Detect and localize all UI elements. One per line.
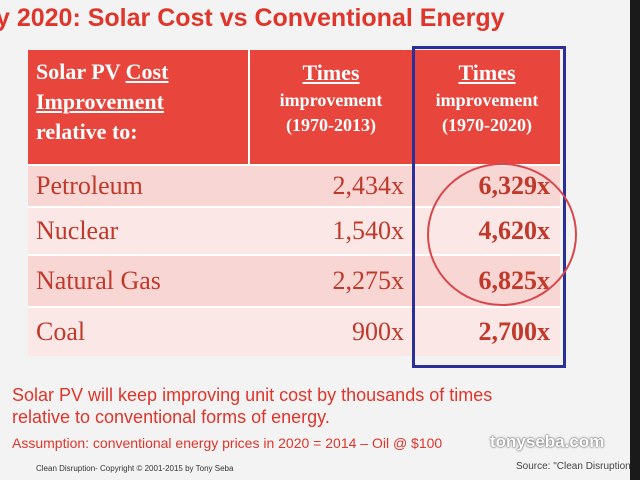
- watermark-text: tonyseba.com: [490, 432, 605, 451]
- row-source: Coal: [36, 317, 86, 346]
- row-value-2020: 2,700x: [478, 317, 551, 346]
- footer-copyright: Clean Disruption- Copyright © 2001-2015 …: [36, 464, 234, 473]
- row-value-2013: 2,434x: [332, 171, 405, 200]
- header-cell-category: Solar PV Cost Improvement relative to:: [28, 50, 250, 164]
- header-period-2020: (1970-2020): [442, 115, 532, 135]
- frame-edge: [630, 0, 640, 480]
- header-label-prefix: Solar PV: [36, 59, 126, 84]
- assumption-note: Assumption: conventional energy prices i…: [12, 435, 443, 451]
- row-value-2013: 2,275x: [332, 266, 405, 295]
- row-source: Nuclear: [36, 216, 119, 245]
- header-heading-2020: Times: [458, 60, 516, 85]
- comparison-table: Solar PV Cost Improvement relative to: T…: [28, 50, 560, 356]
- header-label-line3: relative to:: [36, 119, 138, 144]
- conclusion-note: Solar PV will keep improving unit cost b…: [12, 384, 640, 428]
- header-label-line2: Improvement: [36, 89, 164, 114]
- highlight-circle: [427, 163, 577, 306]
- slide-title: y 2020: Solar Cost vs Conventional Energ…: [0, 4, 505, 32]
- header-period-2013: (1970-2013): [286, 115, 376, 135]
- header-subline-2013: improvement: [279, 90, 383, 110]
- row-source: Petroleum: [36, 171, 143, 200]
- header-cell-2013: Times improvement (1970-2013): [250, 50, 414, 164]
- row-value-2013: 900x: [352, 317, 404, 346]
- row-value-2013: 1,540x: [332, 216, 405, 245]
- header-label-underlined: Cost: [125, 59, 169, 84]
- header-subline-2020: improvement: [435, 90, 539, 110]
- conclusion-line2: relative to conventional forms of energy…: [12, 407, 330, 427]
- header-cell-2020: Times improvement (1970-2020): [414, 50, 560, 164]
- row-source: Natural Gas: [36, 266, 161, 295]
- table-header: Solar PV Cost Improvement relative to: T…: [28, 50, 560, 164]
- table-row: Coal 900x 2,700x: [28, 306, 560, 356]
- conclusion-line1: Solar PV will keep improving unit cost b…: [12, 385, 493, 405]
- footer-source: Source: "Clean Disruption: [516, 461, 631, 472]
- header-heading-2013: Times: [302, 60, 360, 85]
